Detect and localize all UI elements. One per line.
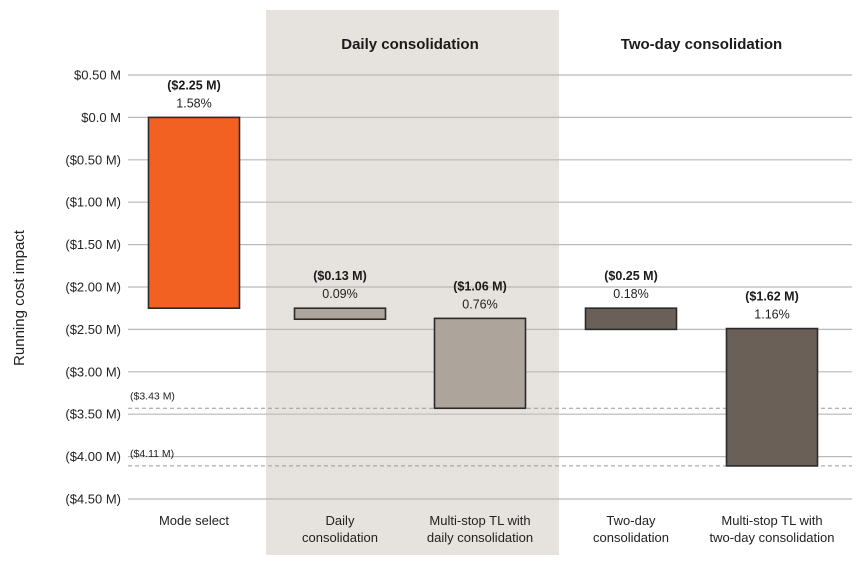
- bar-labels: ($2.25 M) 1.58% ($0.13 M) 0.09% ($1.06 M) 0.7…: [167, 78, 799, 321]
- y-tick-label: ($3.00 M): [65, 364, 121, 379]
- y-axis-title: Running cost impact: [11, 229, 28, 366]
- y-tick-label: ($1.50 M): [65, 237, 121, 252]
- category-label: Multi-stop TL with: [721, 513, 822, 528]
- y-tick-label: ($0.50 M): [65, 152, 121, 167]
- bar-value-label: ($0.25 M): [604, 269, 658, 283]
- bars: [147, 116, 819, 467]
- bar: [584, 307, 678, 331]
- category-label: Multi-stop TL with: [429, 513, 530, 528]
- category-label: Two-day: [606, 513, 656, 528]
- category-label: consolidation: [593, 530, 669, 545]
- category-label: daily consolidation: [427, 530, 533, 545]
- category-label: two-day consolidation: [709, 530, 834, 545]
- bar-percent-label: 0.09%: [322, 287, 357, 301]
- y-tick-label: ($2.00 M): [65, 280, 121, 295]
- bar: [293, 307, 387, 321]
- y-tick-label: ($3.50 M): [65, 407, 121, 422]
- bar-value-label: ($1.06 M): [453, 279, 507, 293]
- y-tick-label: ($4.00 M): [65, 449, 121, 464]
- y-tick-label: ($1.00 M): [65, 195, 121, 210]
- y-tick-label: ($2.50 M): [65, 322, 121, 337]
- bar-value-label: ($0.13 M): [313, 269, 367, 283]
- y-tick-label: ($4.50 M): [65, 492, 121, 507]
- y-tick-label: $0.0 M: [81, 110, 121, 125]
- reference-label: ($4.11 M): [130, 448, 174, 460]
- category-label: consolidation: [302, 530, 378, 545]
- group-band-shade: [266, 10, 559, 555]
- category-label: Mode select: [159, 513, 229, 528]
- bar-value-label: ($1.62 M): [745, 290, 799, 304]
- bar-percent-label: 0.18%: [613, 287, 648, 301]
- group-bands: Daily consolidation Two-day consolidation: [266, 10, 782, 555]
- bar: [725, 327, 819, 467]
- reference-label: ($3.43 M): [130, 390, 175, 402]
- bar-percent-label: 1.58%: [176, 96, 211, 110]
- category-label: Daily: [326, 513, 355, 528]
- bar-percent-label: 1.16%: [754, 308, 789, 322]
- bar-percent-label: 0.76%: [462, 297, 497, 311]
- bar-value-label: ($2.25 M): [167, 78, 221, 92]
- group-title: Two-day consolidation: [621, 36, 782, 53]
- bar: [147, 116, 241, 310]
- category-labels: Mode select Daily consolidation Multi-stop …: [159, 513, 835, 545]
- y-axis-ticks: $0.50 M $0.0 M ($0.50 M) ($1.00 M) ($1.50 M)…: [65, 68, 121, 507]
- bar: [433, 317, 527, 410]
- group-title: Daily consolidation: [341, 36, 479, 53]
- y-tick-label: $0.50 M: [74, 68, 121, 83]
